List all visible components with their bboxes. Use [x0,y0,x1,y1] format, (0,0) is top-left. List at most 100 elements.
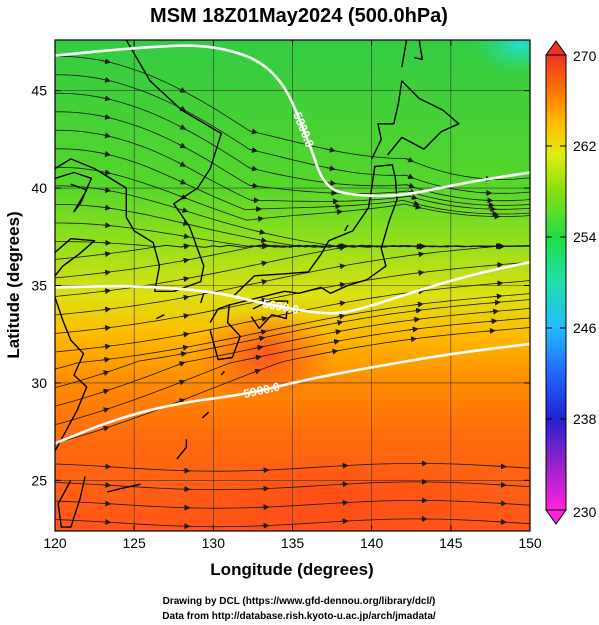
streamline-arrow [413,307,423,314]
streamline [55,317,530,426]
streamline-arrow [337,281,346,288]
streamline-arrow [414,301,424,308]
colorbar-label: 230 [573,504,597,520]
coastline [55,171,93,213]
streamline-arrow [102,150,112,157]
streamline-arrow [102,58,112,65]
streamline-arrow [336,313,346,320]
streamline [55,111,530,206]
streamline-arrow [258,237,268,244]
streamline-arrow [102,204,112,211]
streamline-arrow [494,280,504,287]
coastline [414,40,423,61]
streamline-arrow [102,343,112,350]
streamline-arrow [100,407,110,414]
cool-anomaly [470,40,530,75]
streamline-arrow [249,182,259,189]
streamline-arrow [334,319,344,326]
coastline [55,296,88,452]
streamline-arrow [178,178,187,185]
streamline-arrow [180,344,190,351]
streamline-arrow [101,356,111,363]
streamline-arrow [337,263,346,270]
streamline-arrow [327,180,337,187]
y-axis-ticks: 25 30 35 40 45 [31,83,530,488]
streamline-arrow [249,128,258,135]
streamline-arrow [488,318,498,325]
streamline-arrow [176,361,186,367]
streamline-arrow [405,156,415,163]
streamline-arrow [102,222,112,229]
coastline [220,370,225,376]
streamline-arrow [176,379,186,386]
streamline-arrow [102,306,112,313]
streamline-arrow [486,327,496,334]
coastline [176,439,188,460]
streamline [55,74,530,194]
coastline [107,483,141,493]
streamline-arrow [335,243,345,250]
streamline-arrow [408,336,418,343]
colorbar-label: 254 [573,229,597,245]
streamline [55,463,530,472]
y-axis-label: Latitude (degrees) [4,211,23,358]
streamline [55,245,530,316]
x-tick-label: 150 [518,535,542,551]
y-tick-label: 35 [31,278,47,294]
streamline-arrow [256,335,266,342]
streamline-arrow [326,146,336,153]
streamline [55,55,530,180]
streamline [55,518,530,528]
streamline-arrow [181,233,190,240]
streamline-arrow [415,251,425,258]
streamline-arrow [102,187,112,193]
y-tick-label: 45 [31,83,47,99]
streamline-arrow [102,251,112,258]
coastline [155,314,165,320]
streamline-arrow [326,165,336,172]
streamline-arrow [253,354,262,361]
colorbar-top-triangle [545,40,567,56]
streamline-arrow [331,338,341,345]
streamline-arrow [254,344,264,351]
x-tick-label: 120 [43,535,67,551]
coastline [200,293,205,304]
streamline [55,293,530,370]
x-tick-label: 130 [202,535,226,551]
contour-line [55,260,530,315]
coastlines [55,40,460,528]
streamline [55,327,530,444]
streamline-arrow [411,200,420,207]
streamline-arrow [102,95,112,102]
streamline-arrow [180,331,190,338]
streamline-arrow [329,348,339,355]
streamline-arrow [406,182,416,189]
contour-line [55,44,530,198]
coastline [344,224,349,232]
colorbar-bottom-triangle [545,509,567,525]
streamline [55,92,530,202]
streamline [55,500,530,509]
streamline-arrow [258,279,268,285]
streamline-arrow [100,388,110,395]
colorbar-label: 270 [573,48,597,64]
streamline-arrow [176,398,186,404]
streamline-arrow [177,142,187,149]
coastline [371,80,460,160]
streamline-arrow [102,169,112,176]
streamline-arrow [100,370,110,376]
streamline-arrow [177,161,187,167]
coastline [250,300,289,330]
streamline-arrow [181,243,191,250]
chart-title: MSM 18Z01May2024 (500.0hPa) [150,5,448,27]
colorbar-gradient [545,54,567,511]
streamline [55,148,530,215]
streamline-arrow [493,293,503,300]
streamline-arrow [102,76,112,83]
streamline [55,185,530,248]
streamline-arrow [249,147,258,153]
streamline-arrow [178,351,188,357]
streamline-arrow [180,276,190,283]
